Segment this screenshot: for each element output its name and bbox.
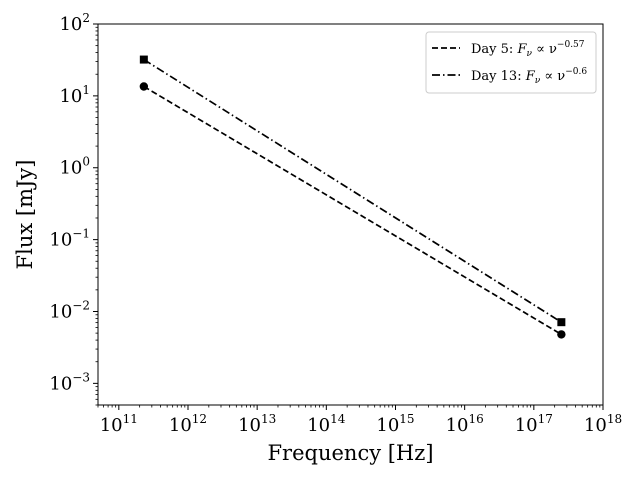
series-line-1: [143, 58, 562, 323]
data-point-square: [557, 318, 566, 327]
x-tick-label: 1015: [376, 412, 414, 436]
data-point-square: [139, 55, 148, 64]
x-tick-label: 1014: [307, 412, 346, 436]
y-tick-label: 100: [59, 155, 90, 179]
plot-frame: [97, 23, 604, 406]
x-tick-label: 1018: [584, 412, 622, 436]
x-tick-label: 1017: [515, 412, 553, 436]
legend-entry-0: Day 5: Fν ∝ ν−0.57: [471, 40, 585, 59]
y-tick-label: 10−2: [49, 298, 90, 322]
x-tick-label: 1016: [446, 412, 484, 436]
x-tick-label: 1012: [169, 412, 207, 436]
legend: Day 5: Fν ∝ ν−0.57 Day 13: Fν ∝ ν−0.6: [425, 31, 597, 94]
y-tick-label: 10−3: [49, 370, 90, 394]
y-tick-label: 10−1: [49, 227, 90, 251]
y-tick-label: 102: [59, 11, 90, 35]
y-axis-label: Flux [mJy]: [13, 160, 37, 270]
series-layer: [139, 55, 566, 339]
data-point-circle: [557, 330, 566, 339]
data-point-circle: [139, 82, 149, 91]
legend-entry-1: Day 13: Fν ∝ ν−0.6: [471, 67, 587, 86]
x-tick-label: 1011: [100, 412, 138, 436]
legend-frame: [425, 31, 597, 94]
x-tick-label: 1013: [238, 412, 276, 436]
x-axis-label: Frequency [Hz]: [267, 441, 433, 465]
y-tick-label: 101: [59, 83, 90, 107]
